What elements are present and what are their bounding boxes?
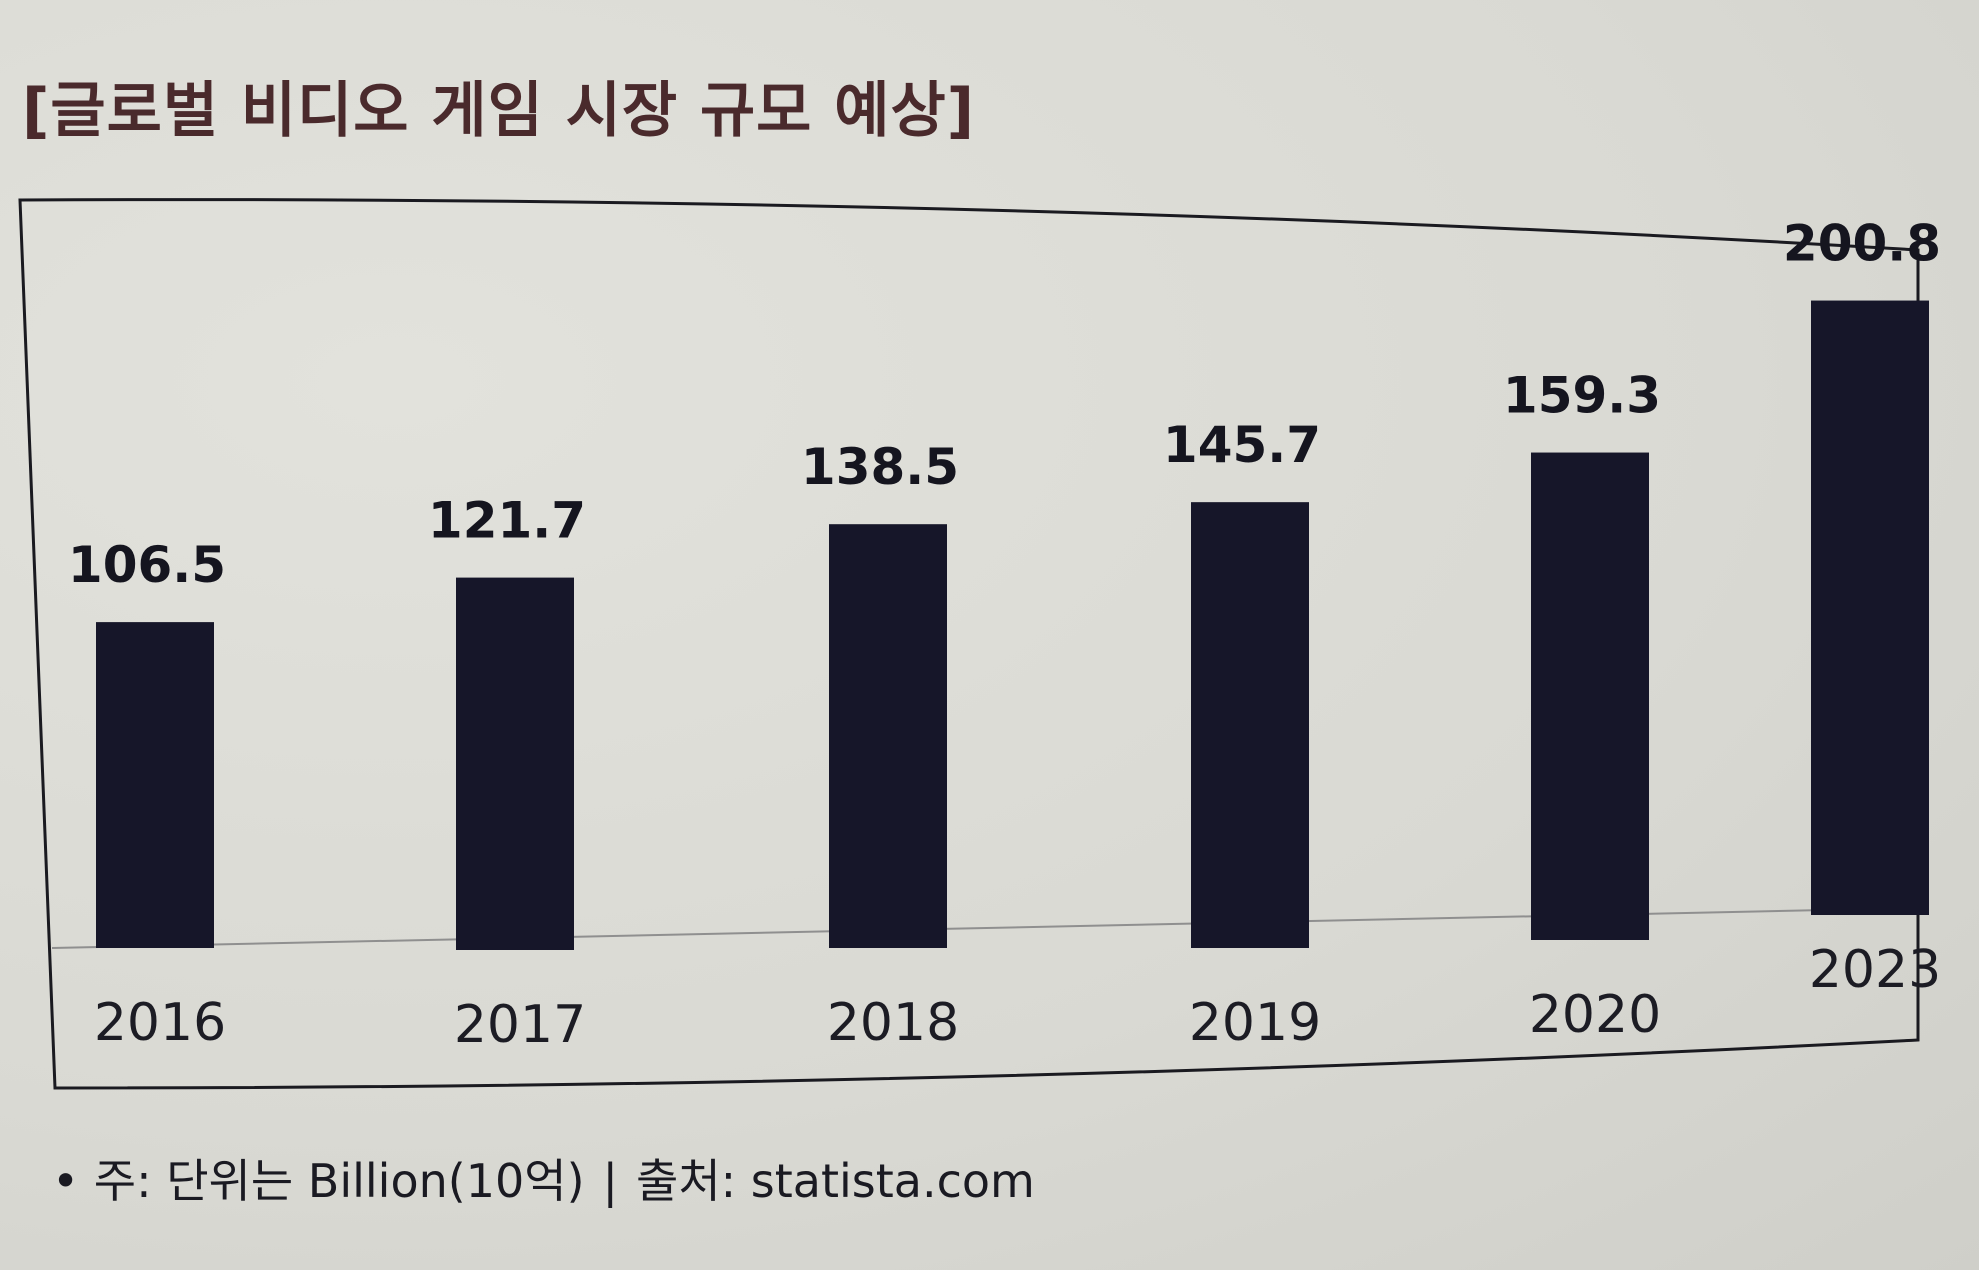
value-label-2017: 121.7 xyxy=(428,492,586,550)
value-label-2023: 200.8 xyxy=(1783,215,1941,273)
footnote-source: 출처: statista.com xyxy=(636,1154,1035,1208)
chart-title: [글로벌 비디오 게임 시장 규모 예상] xyxy=(22,76,976,146)
bars-layer xyxy=(96,300,1929,950)
footnote-unit-note: 주: 단위는 Billion(10억) xyxy=(93,1154,585,1208)
footnote-bullet: • xyxy=(52,1154,80,1208)
tick-labels-layer: 2016 2017 2018 2019 2020 2023 xyxy=(94,940,1941,1055)
chart-frame xyxy=(18,198,1920,1090)
x-tick-label-2018: 2018 xyxy=(827,993,959,1053)
value-label-2020: 159.3 xyxy=(1503,367,1661,425)
footnote: • 주: 단위는 Billion(10억) | 출처: statista.com xyxy=(52,1145,1035,1211)
x-tick-label-2017: 2017 xyxy=(454,995,586,1055)
bar-2017 xyxy=(456,577,574,950)
bar-2020 xyxy=(1531,452,1649,940)
bar-2018 xyxy=(829,524,947,948)
x-tick-label-2020: 2020 xyxy=(1529,985,1661,1045)
value-label-2019: 145.7 xyxy=(1163,416,1321,474)
bar-2016 xyxy=(96,622,214,948)
footnote-separator: | xyxy=(602,1154,619,1208)
x-tick-label-2023: 2023 xyxy=(1809,940,1941,1000)
value-label-2018: 138.5 xyxy=(801,438,959,496)
value-label-2016: 106.5 xyxy=(68,536,226,594)
x-tick-label-2016: 2016 xyxy=(94,993,226,1053)
value-labels-layer: 106.5 121.7 138.5 145.7 159.3 200.8 xyxy=(68,215,1941,595)
bar-2019 xyxy=(1191,502,1309,948)
x-tick-label-2019: 2019 xyxy=(1189,993,1321,1053)
bar-2023 xyxy=(1811,300,1929,915)
